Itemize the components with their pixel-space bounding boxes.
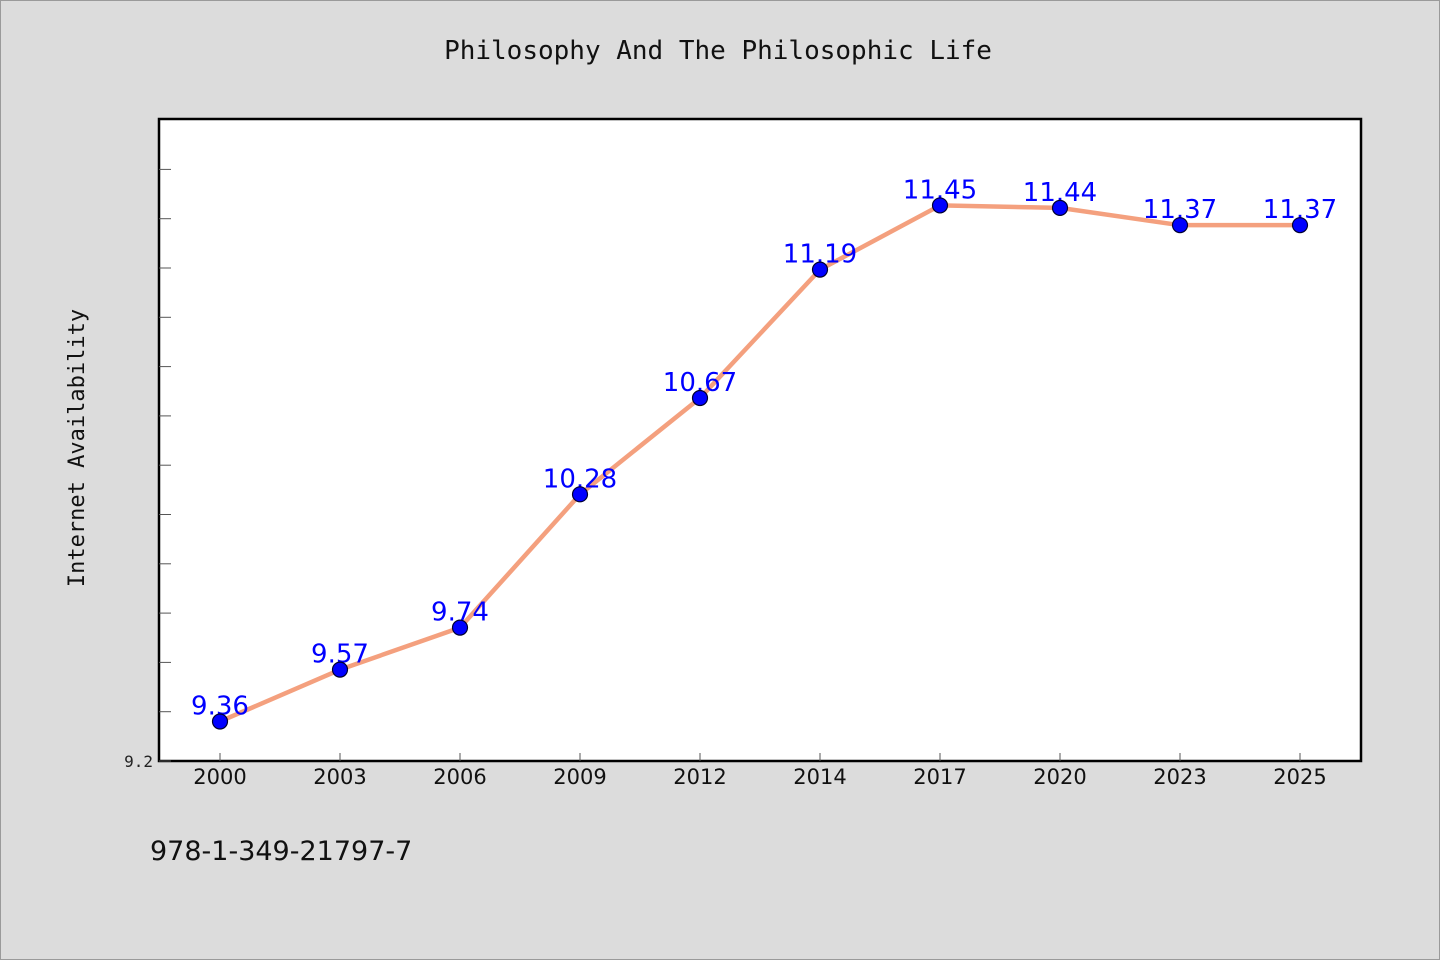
data-point [1051, 199, 1069, 216]
data-point [571, 486, 589, 503]
chart-title: Philosophy And The Philosophic Life [444, 36, 992, 66]
data-point [211, 713, 229, 730]
y-axis-ticks [159, 168, 171, 762]
data-point [1171, 217, 1189, 234]
x-tick-label: 2020 [1033, 765, 1086, 789]
data-point [931, 197, 949, 214]
data-point [1291, 217, 1309, 234]
x-tick-label: 2003 [313, 765, 366, 789]
plot-area [157, 117, 1363, 763]
data-point [691, 389, 709, 407]
y-axis-label: Internet Availability [65, 309, 90, 587]
x-tick-label: 2012 [673, 765, 726, 789]
isbn-caption: 978-1-349-21797-7 [150, 836, 413, 867]
x-tick-label: 2014 [793, 765, 846, 789]
data-point [331, 661, 349, 678]
data-point [451, 619, 469, 636]
series-line [217, 203, 1303, 724]
x-tick-label: 2006 [433, 765, 486, 789]
x-tick-label: 2025 [1273, 765, 1326, 789]
x-tick-label: 2023 [1153, 765, 1206, 789]
x-tick-label: 2017 [913, 765, 966, 789]
x-tick-label: 2009 [553, 765, 606, 789]
x-tick-label: 2000 [193, 765, 246, 789]
y-tick-label: 9.2 [124, 752, 153, 771]
data-point [811, 261, 829, 278]
